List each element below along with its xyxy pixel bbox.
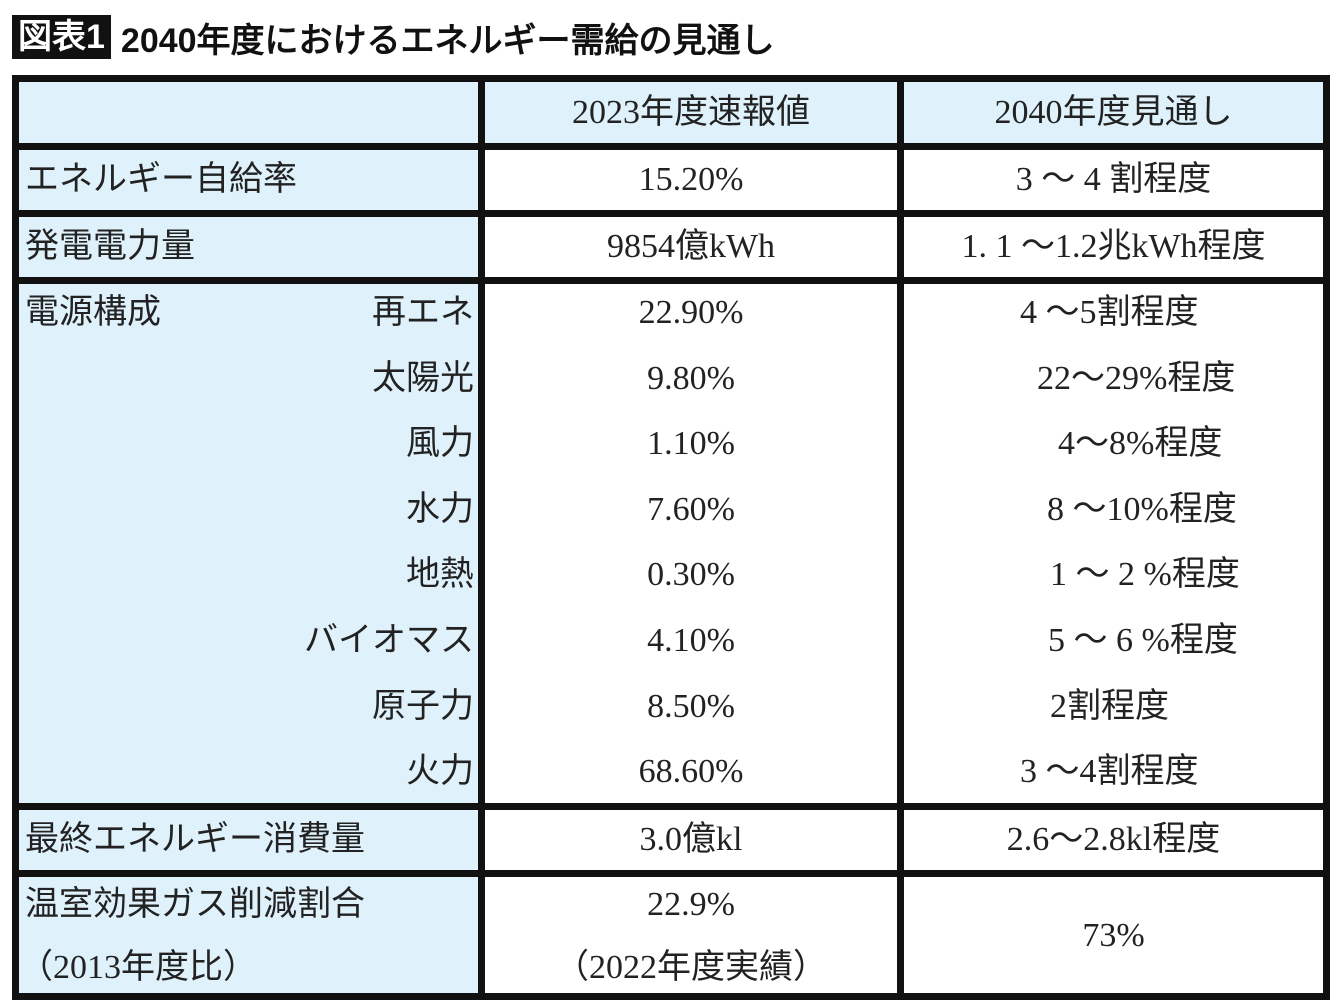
power-mix-value-2023: 9.80%	[647, 359, 735, 397]
value-text: 2.6～2.8kl程度	[1006, 821, 1221, 858]
value-text: 73%	[1082, 917, 1145, 954]
power-mix-value-2040: 4 ～5割程度	[1020, 294, 1199, 331]
row-value-2023: 9854億kWh	[485, 217, 897, 277]
header-2023: 2023年度速報値	[485, 82, 897, 143]
label-text: 最終エネルギー消費量	[25, 821, 365, 858]
power-mix-source-label: 火力	[406, 753, 474, 791]
power-mix-source-label: 太陽光	[372, 359, 474, 397]
power-mix-value-2040: 3 ～4割程度	[1020, 753, 1199, 791]
power-mix-source-label: バイオマス	[304, 622, 474, 659]
power-mix-value-2023: 0.30%	[647, 556, 735, 594]
power-mix-value-2023: 8.50%	[647, 687, 735, 725]
row-label: 最終エネルギー消費量	[19, 810, 478, 870]
row-value-2040: 73%	[904, 877, 1323, 993]
value-subtext: （2022年度実績）	[555, 949, 827, 986]
power-mix-source-label: 地熱	[406, 556, 474, 594]
row-value-2040: 3 ～ 4 割程度	[904, 150, 1323, 210]
value-text: 22.9%	[647, 886, 735, 923]
power-mix-title: 電源構成	[25, 294, 161, 331]
power-mix-value-2023: 7.60%	[647, 490, 735, 528]
power-mix-source-label: 水力	[406, 490, 474, 528]
power-mix-value-2040: 2割程度	[1050, 687, 1169, 725]
header-label: 2023年度速報値	[572, 94, 810, 131]
label-text: エネルギー自給率	[25, 161, 297, 198]
row-value-2023: 15.20%	[485, 150, 897, 210]
figure-title: 図表1 2040年度におけるエネルギー需給の見通し	[12, 14, 775, 60]
power-mix-value-2040: 8 ～10%程度	[1047, 490, 1237, 528]
row-label: エネルギー自給率	[19, 150, 478, 210]
power-mix-2023: 22.90% 9.80% 1.10% 7.60% 0.30% 4.10% 8.50% 68.6…	[485, 284, 897, 803]
figure-title-text: 2040年度におけるエネルギー需給の見通し	[120, 21, 775, 60]
power-mix-2040: 4 ～5割程度 22～29%程度 4～8%程度 8 ～10%程度 1 ～ 2 %程度 5 …	[904, 284, 1323, 803]
power-mix-value-2023: 22.90%	[638, 294, 744, 331]
power-mix-source-label: 再エネ	[372, 294, 474, 331]
row-value-2023: 3.0億kl	[485, 810, 897, 870]
label-text: 発電電力量	[25, 228, 195, 265]
header-empty	[19, 82, 478, 143]
power-mix-source-label: 原子力	[372, 687, 474, 725]
label-text: 温室効果ガス削減割合	[25, 886, 365, 923]
label-subtext: （2013年度比）	[19, 949, 257, 986]
power-mix-value-2023: 68.60%	[638, 753, 744, 791]
value-text: 1. 1 ～1.2兆kWh程度	[961, 228, 1266, 265]
value-text: 15.20%	[638, 161, 744, 198]
power-mix-value-2040: 5 ～ 6 %程度	[1048, 622, 1238, 659]
row-label: 温室効果ガス削減割合 （2013年度比）	[19, 877, 478, 993]
value-text: 9854億kWh	[606, 228, 776, 265]
value-text: 3.0億kl	[639, 821, 743, 858]
power-mix-value-2040: 22～29%程度	[1037, 359, 1236, 397]
header-label: 2040年度見通し	[994, 94, 1233, 131]
power-mix-labels: 電源構成 再エネ太陽光風力水力地熱バイオマス原子力火力	[19, 284, 478, 803]
row-value-2040: 1. 1 ～1.2兆kWh程度	[904, 217, 1323, 277]
energy-table: 2023年度速報値 2040年度見通し エネルギー自給率 15.20% 3 ～ …	[12, 75, 1330, 1000]
power-mix-value-2040: 1 ～ 2 %程度	[1050, 556, 1240, 594]
row-value-2023: 22.9% （2022年度実績）	[485, 877, 897, 993]
power-mix-value-2040: 4～8%程度	[1058, 425, 1223, 463]
row-value-2040: 2.6～2.8kl程度	[904, 810, 1323, 870]
power-mix-value-2023: 4.10%	[647, 622, 735, 659]
power-mix-source-label: 風力	[406, 425, 474, 463]
row-label: 発電電力量	[19, 217, 478, 277]
power-mix-value-2023: 1.10%	[647, 425, 735, 463]
header-2040: 2040年度見通し	[904, 82, 1323, 143]
figure-badge: 図表1	[12, 15, 111, 59]
value-text: 3 ～ 4 割程度	[1015, 161, 1212, 198]
